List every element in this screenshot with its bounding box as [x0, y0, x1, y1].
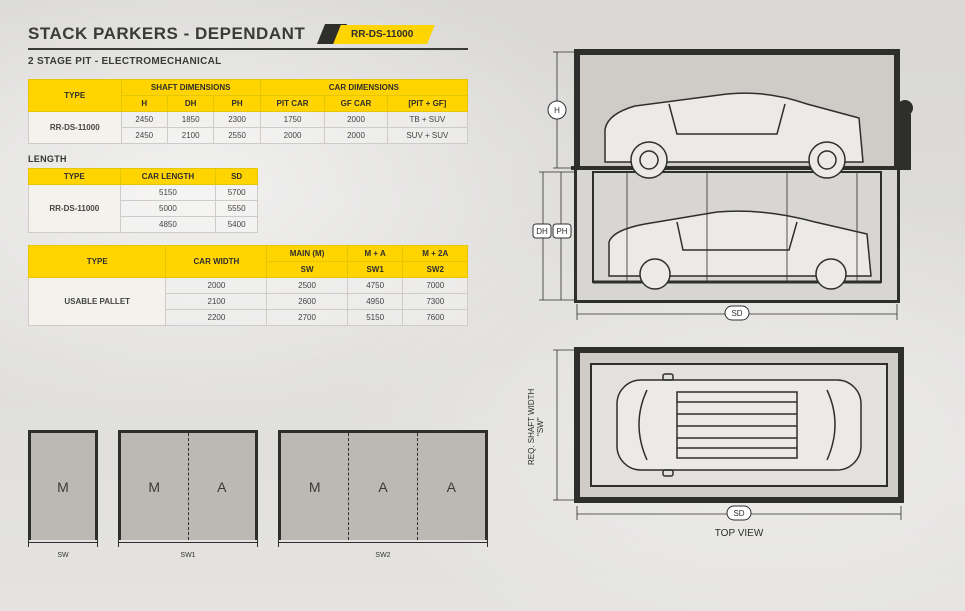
- width-configs: MSW MASW1MAASW2: [28, 430, 488, 559]
- side-elevation-drawing: H DH PH SD: [527, 44, 937, 324]
- length-table: TYPE CAR LENGTH SD RR-DS-11000 51505700 …: [28, 168, 258, 233]
- sw-label: REQ. SHAFT WIDTH "SW": [527, 382, 545, 472]
- page-title: STACK PARKERS - DEPENDANT: [28, 24, 305, 44]
- svg-text:TOP VIEW: TOP VIEW: [715, 528, 764, 539]
- model-badge: RR-DS-11000: [321, 24, 431, 44]
- col-type: TYPE: [29, 80, 122, 112]
- svg-text:PH: PH: [556, 227, 567, 236]
- config-diagram: MSW: [28, 430, 98, 559]
- shaft-dimensions-table: TYPE SHAFT DIMENSIONS CAR DIMENSIONS H D…: [28, 79, 468, 144]
- top-view-drawing: SD TOP VIEW REQ. SHAFT WIDTH "SW": [527, 342, 937, 542]
- svg-text:DH: DH: [536, 227, 548, 236]
- config-diagram: MASW1: [118, 430, 258, 559]
- svg-text:SD: SD: [733, 509, 744, 518]
- svg-text:H: H: [554, 106, 560, 115]
- header-rule: [28, 48, 468, 50]
- width-table: TYPE CAR WIDTH MAIN (M) M + A M + 2A SW …: [28, 245, 468, 326]
- config-diagram: MAASW2: [278, 430, 488, 559]
- svg-text:SD: SD: [731, 309, 742, 318]
- length-label: LENGTH: [28, 154, 468, 164]
